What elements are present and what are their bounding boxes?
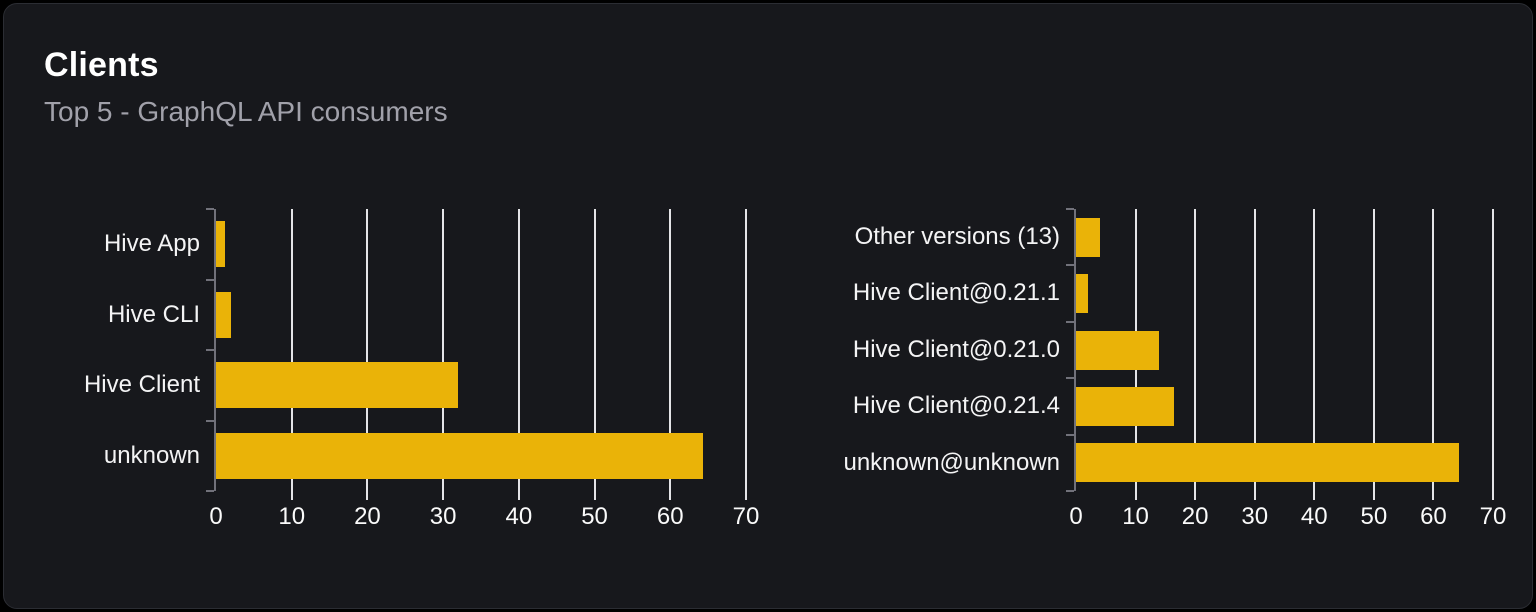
gridline: [1492, 209, 1494, 500]
category-label: unknown: [103, 441, 200, 469]
x-tick-label: 50: [581, 503, 608, 530]
x-tick-label: 20: [1181, 503, 1209, 530]
y-axis-tick: [206, 419, 214, 422]
gridline: [290, 209, 293, 500]
x-tick-label: 70: [1479, 503, 1507, 530]
bar-hive-client[interactable]: [216, 362, 459, 409]
bar-hive-client-0-21-0[interactable]: [1076, 330, 1159, 370]
category-label: Hive Client@0.21.1: [852, 279, 1060, 307]
clients-by-version-bar-chart: Other versions (13) Hive Client@0.21.1 Hiv…: [843, 208, 1506, 530]
bar-hive-client-0-21-1[interactable]: [1076, 274, 1088, 314]
plot-area: Other versions (13) Hive Client@0.21.1 Hiv…: [843, 208, 1506, 530]
card-subtitle: Top 5 - GraphQL API consumers: [44, 96, 448, 127]
bar-hive-app[interactable]: [216, 221, 226, 268]
category-label: Hive Client@0.21.0: [852, 335, 1060, 363]
gridline: [517, 209, 520, 500]
y-axis-tick: [1066, 377, 1074, 380]
plot-area: Hive App Hive CLI Hive Client unknown 0 10 20 3…: [84, 208, 759, 530]
clients-by-name-bar-chart: Hive App Hive CLI Hive Client unknown 0 10 20 3…: [84, 208, 759, 530]
gridline: [366, 209, 369, 500]
x-tick-label: 10: [278, 503, 306, 530]
bar-other-versions-13-[interactable]: [1076, 217, 1100, 257]
category-label: Hive App: [103, 230, 200, 257]
x-tick-label: 40: [1300, 503, 1328, 530]
y-axis-tick: [1066, 208, 1074, 210]
x-tick-label: 30: [429, 503, 457, 530]
y-axis-tick: [206, 490, 214, 492]
x-tick-label: 10: [1122, 503, 1149, 530]
gridline: [1432, 209, 1435, 500]
y-axis-tick: [1066, 320, 1074, 323]
x-tick-label: 0: [209, 503, 223, 530]
x-tick-label: 40: [505, 503, 533, 530]
card-title: Clients: [44, 46, 159, 84]
category-label: Hive CLI: [107, 300, 200, 328]
y-axis-tick: [1066, 264, 1074, 267]
y-axis-tick: [1066, 490, 1074, 492]
x-tick-label: 0: [1069, 503, 1083, 530]
y-axis-tick: [206, 349, 214, 351]
clients-card: Clients Top 5 - GraphQL API consumers Hi…: [3, 3, 1533, 609]
y-axis-tick: [1066, 433, 1074, 436]
gridline: [1194, 209, 1197, 500]
bar-hive-cli[interactable]: [216, 291, 232, 338]
gridline: [669, 209, 672, 500]
gridline: [593, 209, 596, 500]
x-tick-label: 30: [1241, 503, 1269, 530]
bar-unknown[interactable]: [216, 432, 703, 479]
gridline: [1253, 209, 1256, 500]
x-tick-label: 70: [732, 503, 760, 530]
bar-unknown-unknown[interactable]: [1076, 443, 1460, 483]
gridline: [442, 209, 445, 500]
x-tick-label: 60: [656, 503, 684, 530]
gridline: [745, 209, 747, 500]
category-label: unknown@unknown: [843, 448, 1060, 476]
category-label: Hive Client@0.21.4: [852, 392, 1060, 420]
category-label: Other versions (13): [854, 223, 1060, 250]
x-tick-label: 50: [1360, 503, 1388, 530]
y-axis-tick: [206, 278, 214, 281]
category-label: Hive Client: [83, 371, 200, 398]
y-axis-tick: [206, 208, 214, 210]
x-tick-label: 20: [354, 503, 381, 530]
bar-hive-client-0-21-4[interactable]: [1076, 386, 1175, 426]
x-tick-label: 60: [1420, 503, 1447, 530]
gridline: [1372, 209, 1375, 500]
gridline: [1313, 209, 1316, 500]
